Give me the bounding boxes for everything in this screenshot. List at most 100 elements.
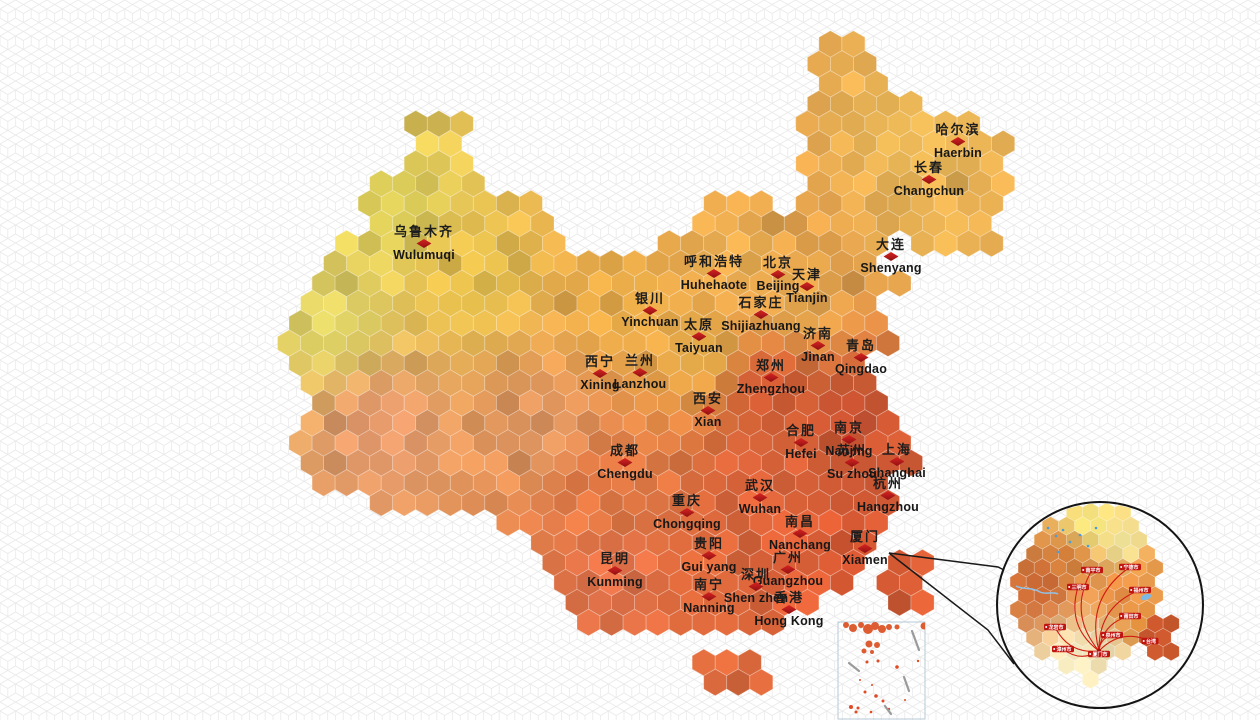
city-hong-kong[interactable]: 香港 Hong Kong [754,591,823,628]
city-shijiazhuang[interactable]: 石家庄 Shijiazhuang [721,296,801,333]
city-label-en: Shanghai [868,466,926,480]
city-label-en: Shijiazhuang [721,319,801,333]
city-nanning[interactable]: 南宁 Nanning [683,578,734,615]
south-china-sea-inset [837,621,926,720]
city-lanzhou[interactable]: 兰州 Lanzhou [614,354,667,391]
hex-tile [899,449,923,477]
inset-hex-tile [1114,641,1132,662]
sea-coast-blob [863,624,873,634]
city-marker-icon [701,592,717,601]
inset-city-origin[interactable]: 厦门市 [1088,650,1110,658]
city-su-zhou[interactable]: 苏州 Su zhou [827,444,877,481]
city-marker-icon [642,306,658,315]
city-hefei[interactable]: 合肥 Hefei [785,424,817,461]
sea-island-dot [895,665,899,669]
city-label-en: Qingdao [834,362,888,376]
city-marker-icon [607,566,623,575]
city-xian[interactable]: 西安 Xian [693,392,723,429]
city-gui-yang[interactable]: 贵阳 Gui yang [681,537,736,574]
inset-city-6[interactable]: 龙岩市 [1044,623,1066,631]
inset-city-dot [1130,589,1133,591]
city-marker-icon [700,406,716,415]
city-label-en: Yinchuan [621,315,679,329]
sea-coast-blob [849,624,857,632]
sea-island-dot [849,705,853,709]
inset-city-1[interactable]: 宁德市 [1119,563,1141,571]
inset-town-dot [1078,533,1082,537]
city-guangzhou[interactable]: 广州 Guangzhou [753,551,824,588]
inset-town-dot [1056,550,1060,554]
city-shenyang[interactable]: 大连 Shenyang [860,238,921,275]
city-marker-icon [763,373,779,382]
city-nanchang[interactable]: 南昌 Nanchang [769,515,831,552]
city-hangzhou[interactable]: 杭州 Hangzhou [857,477,919,514]
inset-city-label: 台湾 [1146,638,1156,645]
sea-island-dot [856,706,860,710]
city-marker-icon [770,270,786,279]
city-marker-icon [853,353,869,362]
city-marker-icon [880,491,896,500]
hex-tile [864,508,889,537]
city-marker-icon [679,508,695,517]
city-label-zh: 广州 [772,550,804,565]
city-changchun[interactable]: 长春 Changchun [894,161,965,198]
inset-city-4[interactable]: 莆田市 [1119,612,1141,620]
city-jinan[interactable]: 济南 Jinan [801,327,835,364]
sea-coast-blob [870,650,874,654]
city-shanghai[interactable]: 上海 Shanghai [868,443,926,480]
city-chongqing[interactable]: 重庆 Chongqing [653,494,721,531]
city-marker-icon [792,529,808,538]
inset-city-0[interactable]: 南平市 [1081,566,1103,574]
city-kunming[interactable]: 昆明 Kunming [587,552,643,589]
city-label-en: Su zhou [826,467,878,481]
city-yinchuan[interactable]: 银川 Yinchuan [621,292,678,329]
city-label-en: Xian [694,415,722,429]
inset-city-5[interactable]: 泉州市 [1101,631,1123,639]
inset-city-7[interactable]: 漳州市 [1052,645,1074,653]
city-label-zh: 北京 [762,255,794,270]
sea-island-dot [863,690,867,694]
inset-hex-tile [1162,613,1180,634]
city-wulumuqi[interactable]: 乌鲁木齐 Wulumuqi [393,225,455,262]
city-label-en: Shen zhen [723,591,789,605]
hex-tile [760,608,785,637]
city-marker-icon [921,175,937,184]
city-marker-icon [780,565,796,574]
inset-circle-outline [996,501,1204,709]
inset-town-dot [1094,526,1098,530]
inset-city-3[interactable]: 福州市 [1129,586,1151,594]
nine-dash-segment [910,629,921,652]
city-xiamen[interactable]: 厦门 Xiamen [842,530,888,567]
inset-city-label: 福州市 [1132,587,1148,594]
city-tianjin[interactable]: 天津 Tianjin [786,268,827,305]
city-wuhan[interactable]: 武汉 Wuhan [739,479,781,516]
city-marker-icon [793,438,809,447]
city-nanjing[interactable]: 南京 Nanjing [825,421,872,458]
inset-city-dot [1142,640,1145,642]
flight-arc [1074,586,1100,652]
city-huhehaote[interactable]: 呼和浩特 Huhehaote [681,255,747,292]
city-label-en: Hong Kong [754,614,824,628]
nine-dash-segment [902,675,911,693]
inset-city-8[interactable]: 台湾 [1141,637,1159,645]
sea-island-dot [876,659,880,663]
city-xining[interactable]: 西宁 Xining [580,355,619,392]
hex-tile [887,269,912,298]
sea-island-dot [865,660,869,664]
inset-hex-tile [1162,641,1180,662]
city-label-en: Chongqing [653,517,721,531]
city-shen-zhen[interactable]: 深圳 Shen zhen [724,568,788,605]
city-label-zh: 苏州 [836,443,868,458]
city-label-en: Hangzhou [856,500,920,514]
inset-city-2[interactable]: 三明市 [1067,583,1089,591]
city-chengdu[interactable]: 成都 Chengdu [597,444,653,481]
sea-island-dot [904,699,906,701]
city-zhengzhou[interactable]: 郑州 Zhengzhou [737,359,805,396]
city-qingdao[interactable]: 青岛 Qingdao [835,339,887,376]
city-haerbin[interactable]: 哈尔滨 Haerbin [934,123,982,160]
city-taiyuan[interactable]: 太原 Taiyuan [675,318,723,355]
city-label-zh: 深圳 [740,567,771,582]
city-beijing[interactable]: 北京 Beijing [756,256,799,293]
